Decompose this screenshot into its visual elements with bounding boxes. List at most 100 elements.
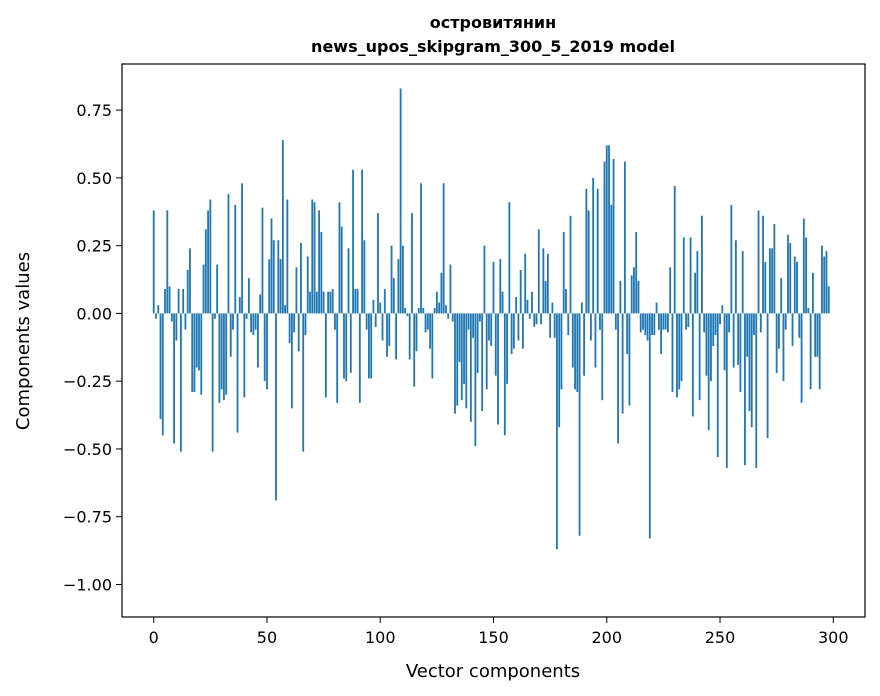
- bar-259: [739, 313, 742, 392]
- bar-212: [633, 267, 635, 314]
- bar-189: [580, 302, 583, 314]
- bar-1: [155, 313, 157, 319]
- x-tick-label: 300: [818, 628, 849, 647]
- bar-80: [334, 313, 336, 330]
- bar-18: [193, 313, 196, 392]
- bar-235: [685, 313, 687, 330]
- bar-102: [383, 289, 386, 314]
- bar-112: [406, 313, 409, 317]
- bar-203: [612, 158, 615, 314]
- bar-73: [318, 210, 320, 314]
- bar-119: [422, 307, 425, 314]
- bar-40: [243, 313, 246, 398]
- bar-221: [653, 313, 656, 336]
- bar-10: [175, 313, 178, 341]
- bar-79: [331, 289, 334, 314]
- y-tick-label: 0.75: [76, 101, 112, 120]
- y-tick-label: 0.25: [76, 237, 112, 256]
- bar-149: [490, 313, 493, 346]
- y-axis-label: Components values: [13, 252, 34, 430]
- bar-101: [381, 313, 384, 341]
- x-tick-label: 100: [365, 628, 396, 647]
- bar-205: [617, 313, 619, 444]
- bar-240: [696, 251, 699, 314]
- bar-267: [757, 210, 760, 314]
- bar-136: [460, 313, 463, 401]
- bar-36: [234, 204, 237, 314]
- bar-155: [503, 313, 506, 436]
- bar-234: [682, 237, 685, 314]
- bar-272: [768, 248, 771, 314]
- bar-126: [438, 302, 441, 314]
- bar-219: [648, 313, 651, 539]
- bar-176: [551, 302, 554, 314]
- bar-243: [703, 313, 706, 333]
- bar-250: [719, 313, 721, 325]
- bar-100: [379, 302, 382, 314]
- bar-29: [218, 313, 221, 403]
- y-tick-label: 0.00: [76, 304, 112, 323]
- bar-257: [734, 240, 737, 314]
- bar-236: [687, 313, 690, 327]
- bar-140: [469, 313, 472, 422]
- bar-65: [300, 242, 302, 314]
- bar-225: [662, 313, 665, 330]
- bar-177: [553, 313, 556, 338]
- chart-subtitle: news_upos_skipgram_300_5_2019 model: [311, 37, 675, 56]
- bar-152: [497, 313, 499, 425]
- bar-28: [216, 264, 219, 314]
- bar-105: [390, 245, 393, 314]
- bar-27: [213, 313, 216, 319]
- bar-146: [483, 245, 486, 314]
- bar-131: [449, 264, 452, 314]
- bar-123: [431, 313, 434, 379]
- bar-43: [250, 313, 253, 333]
- bar-182: [565, 289, 567, 314]
- bar-271: [766, 313, 769, 439]
- bar-76: [324, 313, 327, 398]
- bar-220: [651, 313, 653, 336]
- bar-198: [601, 313, 604, 401]
- bar-32: [225, 313, 228, 395]
- bar-255: [730, 204, 733, 314]
- bar-252: [723, 313, 726, 371]
- bar-117: [417, 307, 420, 314]
- bar-163: [522, 313, 524, 349]
- bar-188: [578, 313, 581, 536]
- bar-96: [370, 313, 373, 379]
- bar-256: [732, 313, 735, 368]
- bar-270: [764, 261, 767, 314]
- bar-260: [741, 251, 744, 314]
- bar-67: [304, 313, 307, 336]
- bar-204: [614, 313, 617, 330]
- bar-2: [157, 305, 160, 314]
- bar-209: [626, 313, 629, 355]
- bar-215: [639, 313, 642, 333]
- bar-192: [587, 210, 590, 314]
- bar-153: [499, 259, 502, 314]
- bar-3: [159, 313, 162, 420]
- bar-279: [784, 313, 787, 330]
- bar-214: [637, 280, 640, 314]
- bar-169: [535, 313, 538, 325]
- bar-116: [415, 313, 418, 352]
- bar-172: [542, 248, 545, 314]
- bar-60: [288, 313, 291, 344]
- bar-64: [297, 313, 300, 352]
- bar-38: [238, 297, 241, 314]
- bar-127: [440, 272, 443, 314]
- bar-108: [397, 259, 400, 314]
- bar-295: [821, 245, 823, 314]
- bar-247: [712, 313, 715, 346]
- bar-63: [295, 267, 298, 314]
- bar-175: [549, 313, 552, 338]
- bar-282: [791, 313, 794, 346]
- bar-166: [528, 313, 531, 319]
- bar-143: [476, 313, 479, 374]
- bar-193: [590, 313, 592, 341]
- bar-13: [182, 289, 185, 314]
- bar-94: [365, 313, 368, 330]
- bar-139: [467, 313, 470, 330]
- bar-263: [748, 313, 751, 411]
- bar-66: [302, 313, 305, 452]
